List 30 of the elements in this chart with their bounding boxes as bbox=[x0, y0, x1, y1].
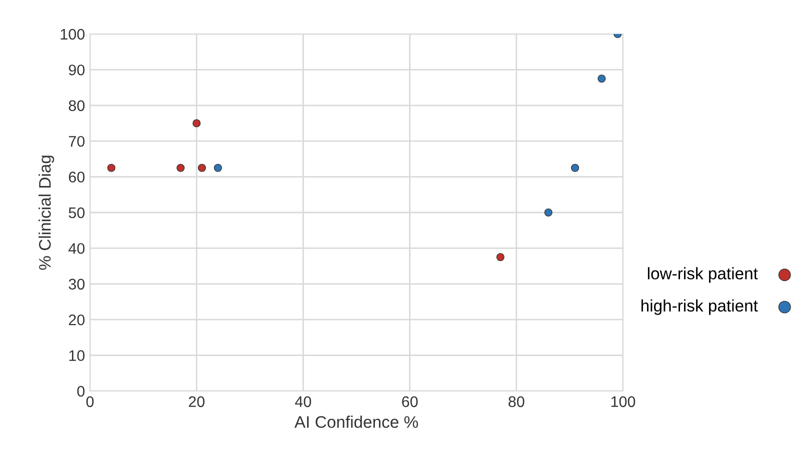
x-tick-label: 60 bbox=[402, 396, 418, 408]
y-tick-label: 40 bbox=[68, 243, 85, 254]
y-tick-label: 90 bbox=[68, 64, 85, 76]
point bbox=[198, 164, 206, 172]
point bbox=[598, 74, 606, 83]
x-tick-label: 100 bbox=[611, 396, 636, 408]
point bbox=[496, 253, 504, 262]
y-tick-label: 20 bbox=[68, 314, 85, 326]
point bbox=[107, 164, 116, 172]
x-tick-label: 20 bbox=[188, 396, 204, 408]
y-tick-label: 80 bbox=[68, 100, 85, 112]
y-axis-title: % Clinicial Diag bbox=[38, 156, 54, 270]
y-tick-label: 10 bbox=[69, 350, 85, 361]
y-tick-label: 100 bbox=[60, 28, 85, 40]
point bbox=[192, 119, 201, 128]
point bbox=[214, 164, 222, 172]
y-tick-label: 30 bbox=[68, 278, 85, 290]
point bbox=[544, 208, 552, 217]
y-tick-label: 60 bbox=[68, 172, 85, 182]
x-axis-title: AI Confidence % bbox=[294, 416, 418, 428]
point bbox=[571, 164, 580, 172]
legend-label: high-risk patient bbox=[641, 299, 758, 315]
legend-label: low-risk patient bbox=[648, 267, 758, 283]
x-tick-label: 40 bbox=[295, 396, 312, 408]
x-tick-label: 80 bbox=[508, 396, 524, 408]
y-tick-label: 50 bbox=[68, 207, 85, 218]
point bbox=[176, 164, 185, 172]
y-tick-label: 0 bbox=[77, 386, 85, 397]
y-tick-label: 70 bbox=[68, 136, 85, 147]
x-tick-label: 0 bbox=[86, 396, 94, 408]
